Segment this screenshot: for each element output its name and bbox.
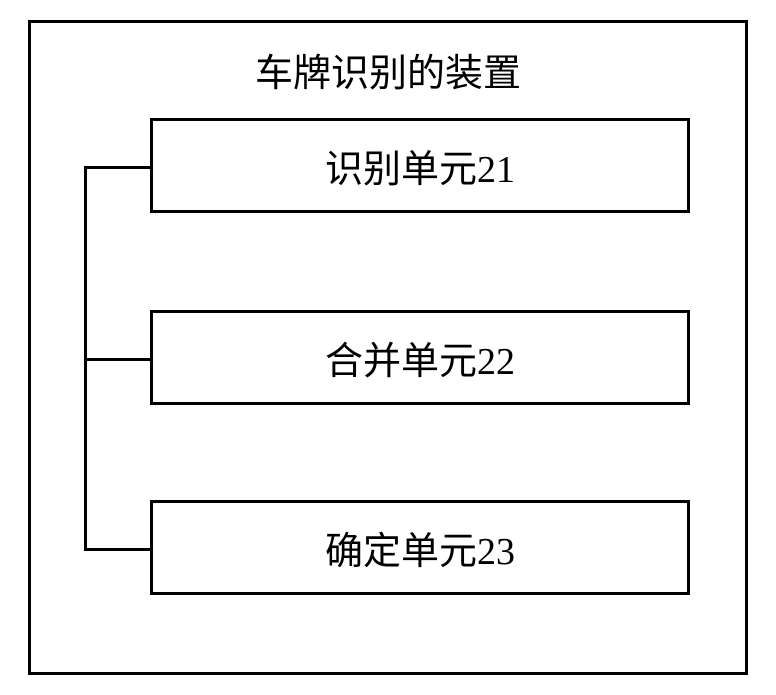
connector-vertical	[84, 166, 87, 548]
unit-label-0: 识别单元21	[325, 138, 515, 193]
unit-label-2: 确定单元23	[325, 520, 515, 575]
unit-box-1: 合并单元22	[150, 310, 690, 405]
connector-horizontal-0	[84, 166, 150, 169]
connector-horizontal-2	[84, 548, 150, 551]
connector-horizontal-1	[84, 358, 150, 361]
unit-box-0: 识别单元21	[150, 118, 690, 213]
unit-box-2: 确定单元23	[150, 500, 690, 595]
diagram-title: 车牌识别的装置	[200, 42, 576, 97]
unit-label-1: 合并单元22	[325, 330, 515, 385]
